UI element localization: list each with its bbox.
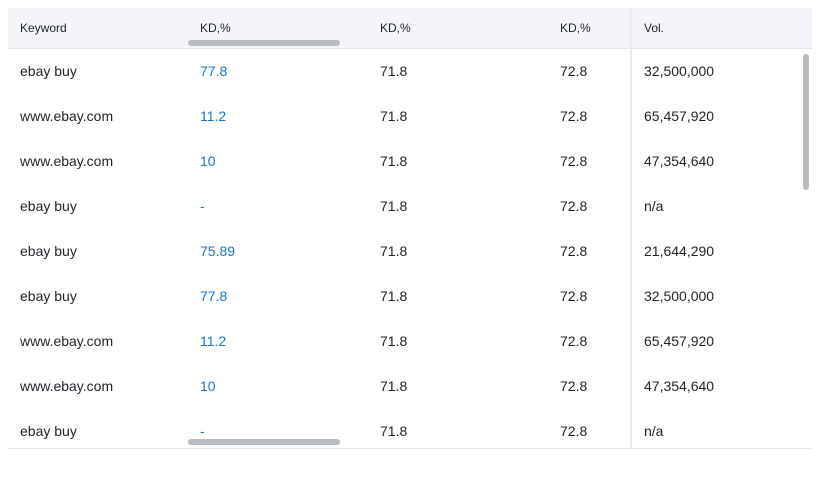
- keyword-cell: www.ebay.com: [20, 378, 114, 394]
- kd-value-cell: 72.8: [560, 423, 588, 439]
- keyword-cell: ebay buy: [20, 198, 77, 214]
- column-header-keyword[interactable]: Keyword: [20, 21, 67, 35]
- volume-cell: n/a: [644, 198, 664, 214]
- kd-value-cell: 72.8: [560, 198, 588, 214]
- volume-cell: 47,354,640: [644, 153, 715, 169]
- kd-value-cell: 71.8: [380, 333, 408, 349]
- vertical-scrollbar[interactable]: [803, 54, 809, 190]
- volume-cell: 32,500,000: [644, 288, 715, 304]
- volume-cell: 65,457,920: [644, 108, 715, 124]
- kd-value-link[interactable]: 11.2: [200, 108, 227, 124]
- kd-value-link[interactable]: 10: [200, 153, 216, 169]
- keyword-cell: www.ebay.com: [20, 108, 114, 124]
- kd-value-link[interactable]: -: [200, 423, 205, 439]
- table-row[interactable]: www.ebay.com 11.2 71.8 72.8 65,457,920: [8, 319, 812, 365]
- table-row[interactable]: www.ebay.com 10 71.8 72.8 47,354,640: [8, 364, 812, 410]
- table-row[interactable]: ebay buy 75.89 71.8 72.8 21,644,290: [8, 229, 812, 275]
- column-header-kd-1[interactable]: KD,%: [200, 21, 231, 35]
- kd-value-cell: 72.8: [560, 153, 588, 169]
- data-table: Keyword KD,% KD,% KD,% Vol. ebay buy 77.8…: [8, 8, 812, 449]
- kd-value-link[interactable]: 75.89: [200, 243, 236, 259]
- table-row[interactable]: ebay buy - 71.8 72.8 n/a: [8, 409, 812, 448]
- table-row[interactable]: www.ebay.com 10 71.8 72.8 47,354,640: [8, 139, 812, 185]
- kd-value-link[interactable]: 77.8: [200, 63, 228, 79]
- kd-value-link[interactable]: -: [200, 198, 205, 214]
- column-header-volume[interactable]: Vol.: [644, 21, 665, 35]
- volume-cell: 65,457,920: [644, 333, 715, 349]
- kd-value-cell: 72.8: [560, 243, 588, 259]
- kd-value-cell: 72.8: [560, 378, 588, 394]
- table-row[interactable]: ebay buy - 71.8 72.8 n/a: [8, 184, 812, 230]
- keyword-cell: ebay buy: [20, 288, 77, 304]
- keyword-cell: ebay buy: [20, 243, 77, 259]
- keyword-cell: www.ebay.com: [20, 153, 114, 169]
- kd-value-link[interactable]: 11.2: [200, 333, 227, 349]
- kd-value-cell: 72.8: [560, 63, 588, 79]
- volume-cell: 32,500,000: [644, 63, 715, 79]
- kd-value-cell: 71.8: [380, 108, 408, 124]
- keyword-cell: www.ebay.com: [20, 333, 114, 349]
- volume-cell: n/a: [644, 423, 664, 439]
- horizontal-scrollbar-bottom[interactable]: [188, 439, 340, 445]
- column-header-kd-2[interactable]: KD,%: [380, 21, 411, 35]
- kd-value-cell: 71.8: [380, 243, 408, 259]
- kd-value-cell: 71.8: [380, 153, 408, 169]
- volume-cell: 21,644,290: [644, 243, 715, 259]
- sticky-column-divider: [630, 8, 632, 448]
- kd-value-cell: 72.8: [560, 288, 588, 304]
- kd-value-cell: 71.8: [380, 423, 408, 439]
- kd-value-cell: 71.8: [380, 63, 408, 79]
- volume-cell: 47,354,640: [644, 378, 715, 394]
- table-header: Keyword KD,% KD,% KD,% Vol.: [8, 8, 812, 49]
- kd-value-cell: 72.8: [560, 108, 588, 124]
- keyword-cell: ebay buy: [20, 423, 77, 439]
- column-header-kd-3[interactable]: KD,%: [560, 21, 591, 35]
- kd-value-cell: 71.8: [380, 198, 408, 214]
- kd-value-cell: 71.8: [380, 378, 408, 394]
- kd-value-cell: 71.8: [380, 288, 408, 304]
- kd-value-cell: 72.8: [560, 333, 588, 349]
- table-row[interactable]: www.ebay.com 11.2 71.8 72.8 65,457,920: [8, 94, 812, 140]
- table-row[interactable]: ebay buy 77.8 71.8 72.8 32,500,000: [8, 49, 812, 95]
- kd-value-link[interactable]: 10: [200, 378, 216, 394]
- kd-value-link[interactable]: 77.8: [200, 288, 228, 304]
- table-row[interactable]: ebay buy 77.8 71.8 72.8 32,500,000: [8, 274, 812, 320]
- keyword-cell: ebay buy: [20, 63, 77, 79]
- horizontal-scrollbar-top[interactable]: [188, 40, 340, 46]
